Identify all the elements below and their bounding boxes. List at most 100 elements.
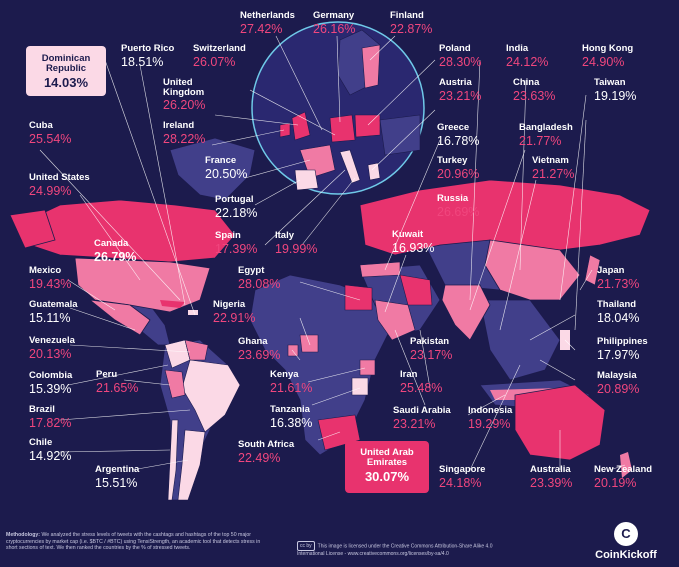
country-value: 17.97% bbox=[597, 347, 640, 362]
country-name: Switzerland bbox=[193, 43, 246, 54]
country-name: Indonesia bbox=[468, 405, 513, 416]
country-value: 26.79% bbox=[94, 249, 137, 264]
label-venezuela: Venezuela 20.13% bbox=[29, 336, 75, 360]
country-value: 21.77% bbox=[519, 133, 562, 148]
country-name: United States bbox=[29, 172, 90, 183]
poland-shape bbox=[354, 114, 381, 138]
label-ghana: Ghana 23.69% bbox=[238, 337, 280, 361]
country-name: China bbox=[513, 77, 540, 88]
country-value: 20.96% bbox=[437, 166, 480, 181]
russia-shape bbox=[359, 179, 651, 256]
country-name: South Africa bbox=[238, 439, 295, 450]
kenya-shape bbox=[359, 359, 376, 376]
label-india: India 24.12% bbox=[506, 44, 548, 68]
canada-shape bbox=[27, 199, 236, 263]
license-text: This image is licensed under the Creativ… bbox=[297, 543, 493, 558]
country-name: Singapore bbox=[439, 464, 486, 475]
country-value: 14.03% bbox=[43, 75, 89, 90]
country-name: Germany bbox=[313, 10, 355, 21]
label-argentina: Argentina 15.51% bbox=[95, 465, 139, 489]
country-value: 19.99% bbox=[275, 241, 318, 256]
label-finland: Finland 22.87% bbox=[390, 11, 432, 35]
label-hong-kong: Hong Kong 24.90% bbox=[582, 44, 633, 68]
country-value: 22.18% bbox=[215, 205, 258, 220]
label-brazil: Brazil 17.82% bbox=[29, 405, 71, 429]
country-name: Nigeria bbox=[213, 299, 246, 310]
saudi-shape bbox=[374, 299, 416, 341]
label-japan: Japan 21.73% bbox=[597, 266, 639, 290]
country-value: 20.13% bbox=[29, 346, 72, 361]
country-value: 27.42% bbox=[240, 21, 283, 36]
label-portugal: Portugal 22.18% bbox=[215, 195, 257, 219]
country-value: 23.21% bbox=[439, 88, 482, 103]
mexico-shape bbox=[88, 299, 151, 336]
label-tanzania: Tanzania 16.38% bbox=[270, 405, 312, 429]
country-name: Iran bbox=[400, 369, 418, 380]
country-value: 28.08% bbox=[238, 276, 281, 291]
label-thailand: Thailand 18.04% bbox=[597, 300, 639, 324]
country-value: 21.61% bbox=[270, 380, 313, 395]
coinkickoff-logo-icon: C bbox=[614, 522, 638, 546]
country-value: 16.38% bbox=[270, 415, 313, 430]
tanzania-shape bbox=[351, 377, 369, 396]
country-name: Chile bbox=[29, 437, 53, 448]
brand-name: CoinKickoff bbox=[595, 549, 657, 561]
country-value: 26.69% bbox=[437, 204, 480, 219]
country-name: Greece bbox=[437, 122, 470, 133]
australia-shape bbox=[514, 384, 606, 461]
country-name: India bbox=[506, 43, 529, 54]
greenland-shape bbox=[169, 137, 256, 201]
label-vietnam: Vietnam 21.27% bbox=[532, 156, 574, 180]
country-name: Taiwan bbox=[594, 77, 626, 88]
label-guatemala: Guatemala 15.11% bbox=[29, 300, 78, 324]
country-name: Canada bbox=[94, 238, 129, 249]
country-name: Philippines bbox=[597, 336, 648, 347]
country-name: Finland bbox=[390, 10, 424, 21]
label-france: France 20.50% bbox=[205, 156, 247, 180]
label-united-states: United States 24.99% bbox=[29, 173, 90, 197]
uae-callout: United Arab Emirates 30.07% bbox=[345, 441, 429, 493]
label-netherlands: Netherlands 27.42% bbox=[240, 11, 295, 35]
country-value: 23.63% bbox=[513, 88, 556, 103]
label-egypt: Egypt 28.08% bbox=[238, 266, 280, 290]
country-value: 22.49% bbox=[238, 450, 281, 465]
label-iran: Iran 25.48% bbox=[400, 370, 442, 394]
label-china: China 23.63% bbox=[513, 78, 555, 102]
country-value: 19.19% bbox=[594, 88, 637, 103]
dominican-republic-callout: Dominican Republic 14.03% bbox=[26, 46, 106, 96]
india-shape bbox=[441, 284, 491, 341]
country-name: Thailand bbox=[597, 299, 637, 310]
country-name: New Zealand bbox=[594, 464, 653, 475]
country-value: 25.54% bbox=[29, 131, 72, 146]
country-value: 17.39% bbox=[215, 241, 258, 256]
country-name: Mexico bbox=[29, 265, 62, 276]
country-value: 26.20% bbox=[163, 98, 206, 112]
country-value: 17.82% bbox=[29, 415, 72, 430]
country-name: Tanzania bbox=[270, 404, 310, 415]
spain-shape bbox=[294, 169, 319, 191]
label-singapore: Singapore 24.18% bbox=[439, 465, 485, 489]
label-ireland: Ireland 28.22% bbox=[163, 121, 205, 145]
country-value: 14.92% bbox=[29, 448, 72, 463]
germany-shape bbox=[329, 114, 356, 143]
country-value: 24.99% bbox=[29, 183, 72, 198]
country-value: 21.65% bbox=[96, 380, 139, 395]
country-value: 26.16% bbox=[313, 21, 356, 36]
label-turkey: Turkey 20.96% bbox=[437, 156, 479, 180]
label-pakistan: Pakistan 23.17% bbox=[410, 337, 452, 361]
turkey-shape bbox=[359, 261, 401, 278]
uk-shape bbox=[291, 111, 311, 141]
label-peru: Peru 21.65% bbox=[96, 370, 138, 394]
country-value: 23.39% bbox=[530, 475, 573, 490]
label-malaysia: Malaysia 20.89% bbox=[597, 371, 639, 395]
label-new-zealand: New Zealand 20.19% bbox=[594, 465, 652, 489]
country-name: Guatemala bbox=[29, 299, 78, 310]
country-name: Turkey bbox=[437, 155, 468, 166]
country-name: Portugal bbox=[215, 194, 254, 205]
country-name: Colombia bbox=[29, 370, 73, 381]
nigeria-shape bbox=[299, 334, 319, 353]
country-name: Hong Kong bbox=[582, 43, 634, 54]
country-value: 18.04% bbox=[597, 310, 640, 325]
cc-license-icon: cc by bbox=[297, 541, 315, 552]
